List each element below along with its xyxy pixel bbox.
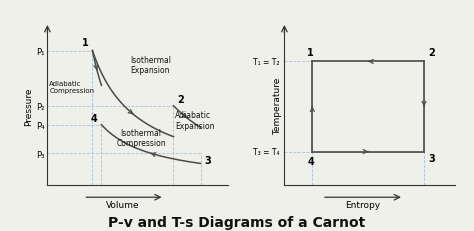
Text: 2: 2: [428, 48, 436, 58]
Text: 2: 2: [177, 95, 184, 105]
Text: T₃ = T₄: T₃ = T₄: [253, 147, 280, 156]
Text: 4: 4: [308, 156, 314, 166]
Y-axis label: Temperature: Temperature: [273, 78, 282, 135]
Text: Adiabatic
Compression: Adiabatic Compression: [49, 81, 94, 94]
Text: T₁ = T₂: T₁ = T₂: [253, 58, 280, 67]
Text: Isothermal
Expansion: Isothermal Expansion: [130, 56, 171, 75]
Y-axis label: Pressure: Pressure: [24, 87, 33, 125]
Text: Volume: Volume: [106, 201, 140, 210]
Text: Isothermal
Compression: Isothermal Compression: [116, 128, 166, 147]
Text: 3: 3: [428, 153, 436, 163]
Text: 1: 1: [308, 48, 314, 58]
Text: Entropy: Entropy: [346, 201, 381, 210]
Text: 1: 1: [82, 38, 89, 48]
Text: P-v and T-s Diagrams of a Carnot: P-v and T-s Diagrams of a Carnot: [109, 215, 365, 229]
Text: 4: 4: [91, 114, 98, 124]
Text: 3: 3: [204, 155, 211, 165]
Text: Adiabatic
Expansion: Adiabatic Expansion: [175, 111, 215, 130]
